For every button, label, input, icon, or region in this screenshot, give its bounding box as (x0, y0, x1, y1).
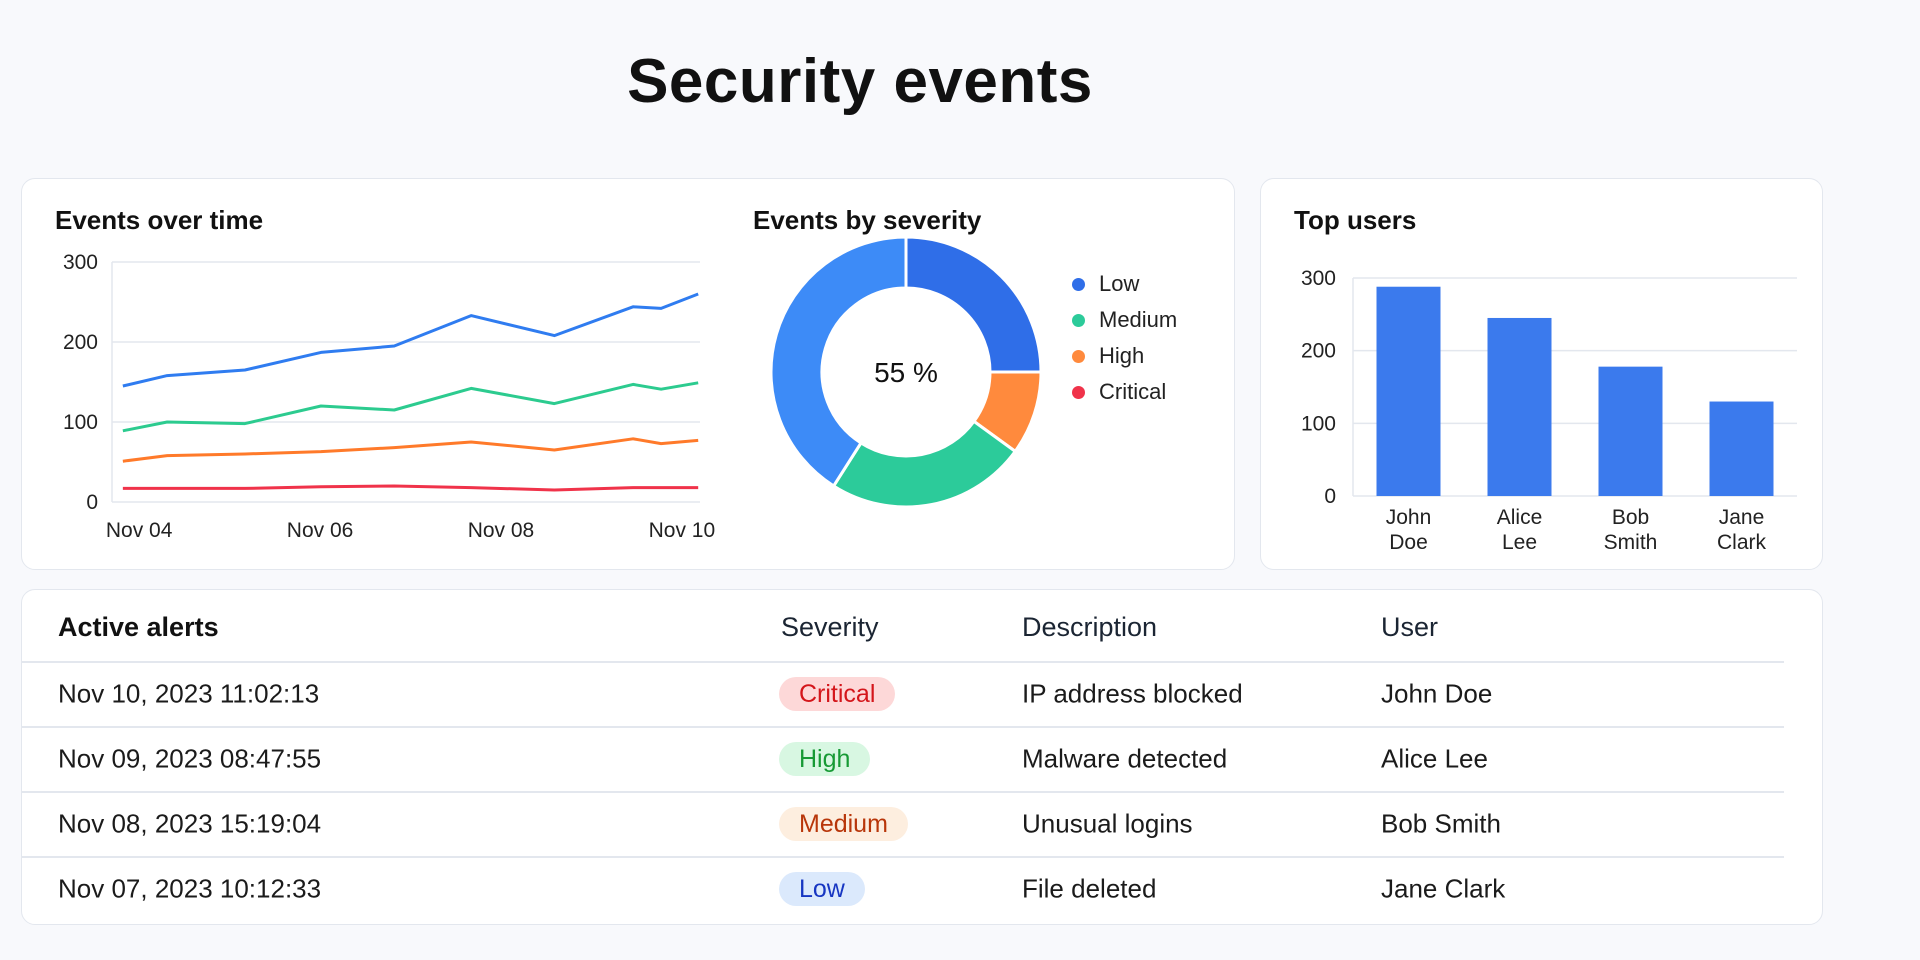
bar-alice-lee (1487, 317, 1552, 496)
series-line-critical (122, 484, 699, 492)
x-tick-label: Jane (1719, 506, 1765, 529)
alert-user: John Doe (1381, 678, 1493, 709)
alert-description: File deleted (1022, 873, 1157, 904)
legend-label: Medium (1099, 307, 1178, 332)
row-divider (22, 791, 1784, 793)
donut-slice-other (769, 235, 908, 489)
top-users-title: Top users (1294, 205, 1417, 235)
active-alerts-card (21, 589, 1823, 925)
events-over-time-title: Events over time (55, 205, 264, 235)
alert-description: IP address blocked (1022, 678, 1243, 709)
row-divider (22, 726, 1784, 728)
x-tick-label: Bob (1612, 506, 1649, 529)
legend-item-medium: Medium (1072, 302, 1177, 338)
legend-dot-icon (1072, 277, 1085, 291)
alert-time: Nov 09, 2023 08:47:55 (58, 743, 322, 774)
alert-description: Malware detected (1022, 743, 1228, 774)
donut-slice-low (904, 235, 1043, 374)
legend-dot-icon (1072, 385, 1085, 399)
y-tick-label: 0 (86, 491, 98, 514)
alert-time: Nov 07, 2023 10:12:33 (58, 873, 322, 904)
header-description: Description (1022, 612, 1158, 642)
severity-legend: Low Medium High Critical (1072, 266, 1177, 410)
y-tick-label: 300 (1301, 267, 1336, 290)
header-divider (22, 661, 1784, 663)
y-tick-label: 0 (1324, 485, 1336, 508)
series-line-low (122, 292, 699, 388)
alert-user: Jane Clark (1381, 873, 1506, 904)
row-divider (22, 856, 1784, 858)
alert-time: Nov 10, 2023 11:02:13 (58, 678, 320, 709)
bar-john-doe (1376, 286, 1441, 496)
bar-jane-clark (1709, 401, 1774, 496)
severity-badge-low: Low (779, 872, 865, 906)
x-tick-label: John (1386, 506, 1432, 529)
severity-badge-critical: Critical (779, 677, 896, 711)
alert-user: Alice Lee (1381, 743, 1488, 774)
legend-item-low: Low (1072, 266, 1177, 302)
y-tick-label: 100 (1301, 412, 1336, 435)
legend-label: Critical (1099, 379, 1167, 404)
x-tick-label: Doe (1389, 531, 1428, 554)
severity-badge-high: High (779, 742, 871, 776)
header-user: User (1381, 612, 1439, 642)
alert-description: Unusual logins (1022, 808, 1193, 839)
legend-item-high: High (1072, 338, 1177, 374)
events-by-severity-title: Events by severity (753, 205, 982, 235)
series-line-medium (122, 381, 699, 433)
legend-label: High (1099, 343, 1145, 368)
x-tick-label: Lee (1502, 531, 1537, 554)
x-tick-label: Nov 06 (287, 519, 354, 542)
y-tick-label: 100 (63, 411, 98, 434)
y-tick-label: 200 (1301, 340, 1336, 363)
donut-center-label: 55 % (874, 357, 938, 388)
x-tick-label: Nov 10 (649, 519, 716, 542)
y-tick-label: 300 (63, 251, 98, 274)
x-tick-label: Smith (1604, 531, 1658, 554)
alert-time: Nov 08, 2023 15:19:04 (58, 808, 322, 839)
x-tick-label: Clark (1717, 531, 1767, 554)
header-severity: Severity (781, 612, 879, 642)
bar-bob-smith (1598, 366, 1663, 496)
y-tick-label: 200 (63, 331, 98, 354)
x-tick-label: Nov 08 (468, 519, 535, 542)
legend-dot-icon (1072, 349, 1085, 363)
alert-user: Bob Smith (1381, 808, 1501, 839)
donut-slice-medium (831, 419, 1018, 509)
severity-badge-medium: Medium (779, 807, 908, 841)
legend-dot-icon (1072, 313, 1085, 327)
x-tick-label: Alice (1497, 506, 1543, 529)
legend-item-critical: Critical (1072, 374, 1177, 410)
active-alerts-title: Active alerts (58, 612, 219, 642)
legend-label: Low (1099, 271, 1140, 296)
series-line-high (122, 437, 699, 463)
x-tick-label: Nov 04 (106, 519, 173, 542)
page-title: Security events (627, 47, 1093, 116)
